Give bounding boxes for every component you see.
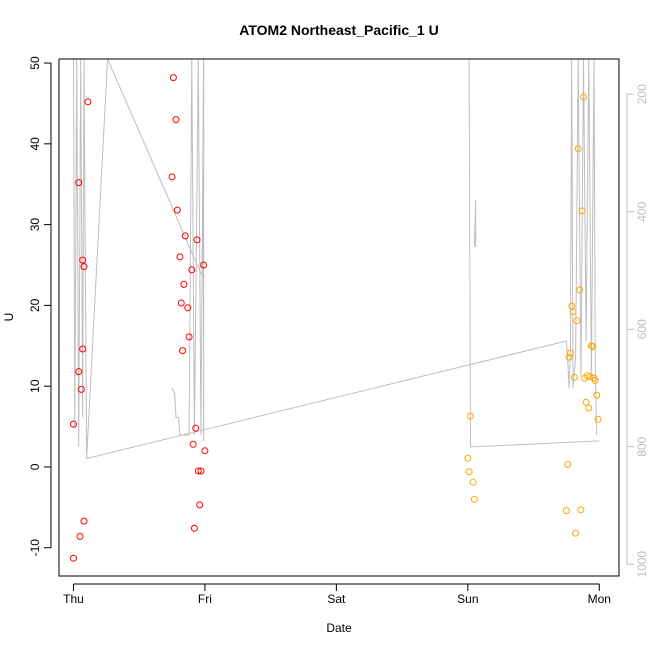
plot-frame (58, 58, 620, 577)
data-point (470, 495, 478, 503)
data-point (467, 412, 474, 420)
data-point (570, 373, 578, 381)
data-point (201, 447, 209, 455)
data-point (566, 349, 574, 357)
y-tick-label: 20 (28, 298, 42, 312)
data-point (168, 173, 176, 181)
x-tick-label: Sat (327, 592, 346, 606)
y2-tick-label: 1000 (635, 551, 649, 578)
data-point (576, 286, 584, 294)
data-point (569, 308, 577, 316)
depth-line-segment (468, 59, 600, 448)
y2-tick-label: 400 (635, 201, 649, 221)
depth-line-layer (73, 59, 600, 459)
data-point (79, 345, 87, 353)
data-point (173, 206, 181, 214)
data-point (464, 454, 472, 462)
depth-line-segment (171, 59, 205, 436)
x-tick-label: Mon (588, 592, 611, 606)
data-point (189, 440, 197, 448)
data-point (176, 253, 184, 261)
data-point (75, 368, 83, 376)
y2-tick-label: 800 (635, 436, 649, 456)
data-point (190, 524, 198, 532)
x-tick-label: Fri (198, 592, 212, 606)
data-points-layer (70, 74, 602, 562)
data-point (196, 501, 204, 509)
y-tick-label: 40 (28, 137, 42, 151)
data-point (194, 467, 202, 475)
data-point (185, 333, 193, 341)
chart-title: ATOM2 Northeast_Pacific_1 U (239, 22, 438, 38)
data-point (192, 424, 200, 432)
data-point (565, 353, 573, 361)
y-tick-label: -10 (28, 539, 42, 557)
data-point (593, 391, 601, 399)
data-point (84, 98, 92, 106)
data-point (76, 532, 84, 540)
data-point (80, 263, 88, 271)
data-point (591, 377, 599, 384)
data-point (465, 468, 473, 476)
y2-tick-label: 200 (635, 84, 649, 104)
data-point (80, 517, 88, 525)
data-point (582, 398, 590, 406)
data-point (77, 385, 85, 393)
y-tick-label: 0 (28, 463, 42, 470)
data-point (469, 478, 477, 486)
data-point (79, 256, 87, 264)
axes-layer: Thu Fri Sat Sun Mon -10 0 10 20 30 40 50 200 400 600 80… (28, 56, 649, 606)
depth-line-segment (473, 199, 477, 248)
data-point (594, 415, 602, 423)
y2-tick-label: 600 (635, 319, 649, 339)
data-point (181, 232, 189, 240)
data-point (184, 304, 192, 312)
data-point (586, 373, 594, 380)
data-point (577, 506, 585, 514)
data-point (179, 347, 187, 355)
x-tick-label: Thu (63, 592, 84, 606)
data-point (578, 207, 586, 215)
data-point (573, 317, 581, 325)
data-point (180, 280, 188, 288)
data-point (564, 461, 572, 468)
data-point (587, 342, 595, 350)
data-point (589, 343, 597, 351)
y-tick-label: 10 (28, 379, 42, 393)
data-point (169, 74, 177, 82)
data-point (572, 529, 580, 537)
data-point (585, 404, 593, 412)
data-point (562, 507, 570, 515)
data-point (70, 554, 77, 562)
data-point (193, 236, 201, 244)
depth-line-segment (86, 59, 598, 459)
data-point (172, 116, 180, 124)
y-tick-label: 30 (28, 218, 42, 232)
y-tick-label: 50 (28, 56, 42, 70)
data-point (200, 261, 208, 269)
data-point (188, 266, 196, 274)
x-axis-label: Date (326, 621, 352, 635)
data-point (177, 299, 185, 307)
data-point (70, 420, 77, 428)
y-axis-label: U (2, 313, 16, 322)
data-point (574, 145, 582, 153)
data-point (197, 467, 205, 475)
x-tick-label: Sun (457, 592, 478, 606)
data-point (75, 179, 83, 187)
data-point (580, 93, 587, 101)
